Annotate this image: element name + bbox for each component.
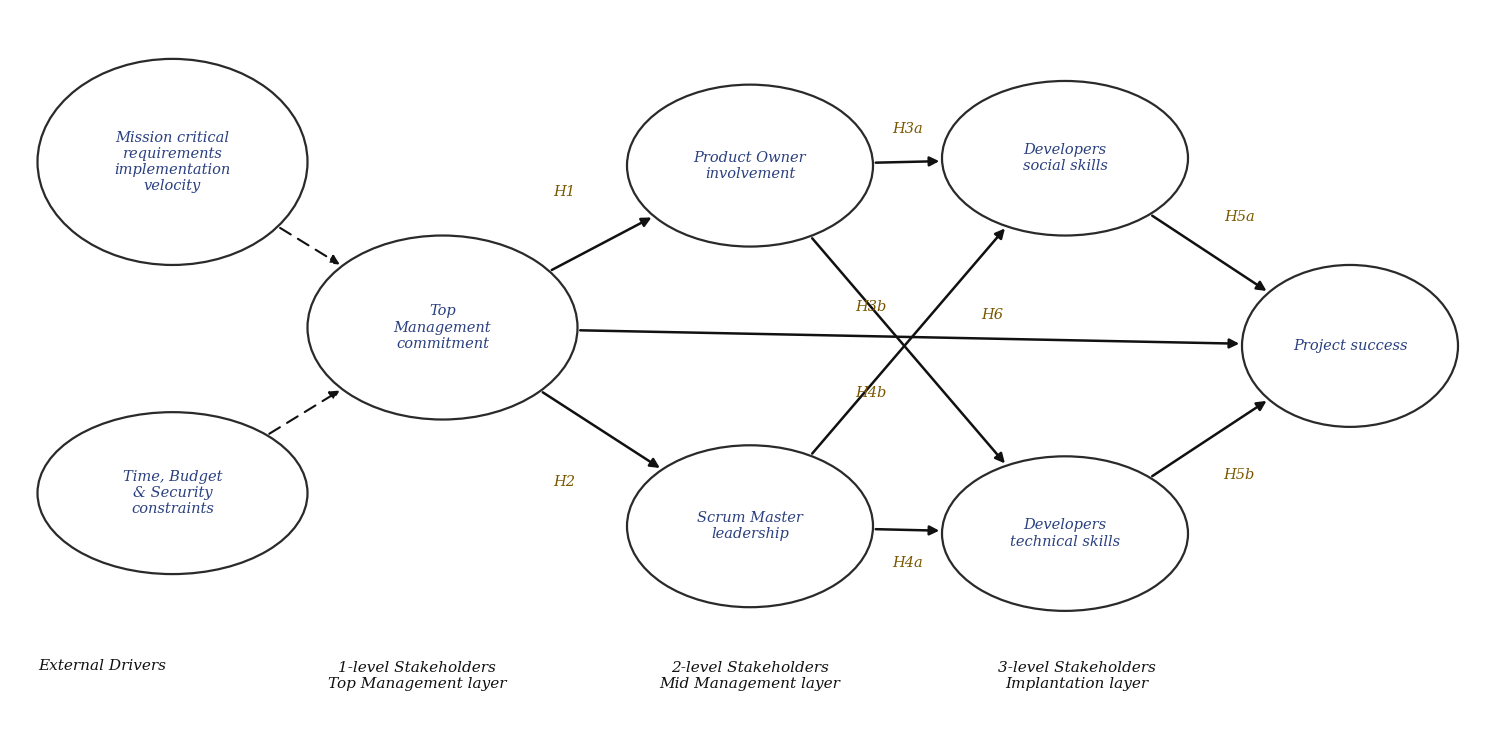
Text: H1: H1 [554,185,574,199]
Ellipse shape [1242,265,1458,427]
Text: H4a: H4a [892,556,922,570]
Ellipse shape [308,236,578,420]
Text: Mission critical
requirements
implementation
velocity: Mission critical requirements implementa… [114,130,231,194]
Text: Scrum Master
leadership: Scrum Master leadership [698,511,802,542]
Ellipse shape [627,445,873,607]
Text: Project success: Project success [1293,339,1407,353]
Text: Developers
social skills: Developers social skills [1023,143,1107,174]
Text: Top
Management
commitment: Top Management commitment [393,304,492,351]
Text: H6: H6 [981,308,1004,322]
Text: 1-level Stakeholders
Top Management layer: 1-level Stakeholders Top Management laye… [328,660,507,691]
Text: 2-level Stakeholders
Mid Management layer: 2-level Stakeholders Mid Management laye… [660,660,840,691]
Text: H3a: H3a [892,121,922,136]
Text: H4b: H4b [855,386,886,400]
Text: External Drivers: External Drivers [38,659,166,673]
Text: Developers
technical skills: Developers technical skills [1010,518,1120,549]
Text: H5a: H5a [1224,210,1256,224]
Text: H5b: H5b [1224,468,1256,482]
Ellipse shape [38,412,308,574]
Text: Time, Budget
& Security
constraints: Time, Budget & Security constraints [123,470,222,517]
Ellipse shape [38,59,308,265]
Text: H2: H2 [554,475,574,489]
Ellipse shape [627,85,873,247]
Text: Product Owner
involvement: Product Owner involvement [693,150,807,181]
Text: 3-level Stakeholders
Implantation layer: 3-level Stakeholders Implantation layer [998,660,1156,691]
Text: H3b: H3b [855,300,886,314]
Ellipse shape [942,81,1188,236]
Ellipse shape [942,456,1188,611]
